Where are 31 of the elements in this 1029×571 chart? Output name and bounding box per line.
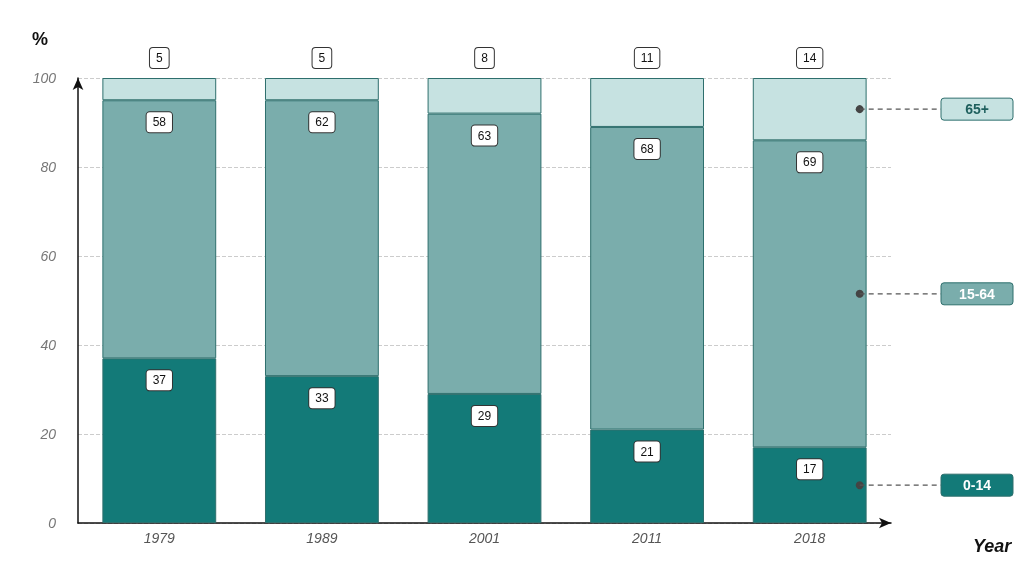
data-label: 5 [318, 51, 326, 65]
y-tick-label: 20 [39, 426, 57, 442]
data-label: 21 [640, 444, 655, 459]
x-tick-label: 2011 [631, 530, 663, 546]
y-tick-label: 100 [32, 70, 57, 86]
y-tick-label: 40 [40, 337, 57, 353]
data-label: 11 [640, 51, 654, 65]
data-label: 14 [803, 51, 817, 65]
y-tick-label: 0 [48, 515, 57, 531]
x-tick-label: 1989 [306, 530, 338, 546]
text: 15-64 [959, 285, 996, 302]
data-label: 17 [803, 462, 817, 477]
data-label: 58 [152, 115, 167, 130]
y-tick-label: 80 [40, 159, 57, 175]
x-tick-label: 2018 [793, 530, 826, 546]
x-axis-title: Year [973, 536, 1013, 556]
data-label: 69 [803, 155, 817, 170]
data-label: 63 [477, 128, 492, 143]
data-label: 37 [152, 373, 167, 388]
text: 65+ [965, 101, 989, 118]
data-label: 68 [640, 141, 655, 156]
data-label: 8 [481, 51, 489, 65]
text: 0-14 [962, 477, 992, 494]
y-axis-title: % [31, 29, 48, 49]
data-label: 5 [155, 51, 163, 65]
x-tick-label: 1979 [143, 530, 176, 546]
y-tick-label: 60 [40, 248, 57, 264]
data-label: 29 [477, 408, 492, 423]
x-tick-label: 2001 [467, 530, 501, 546]
data-label: 33 [315, 391, 329, 406]
data-label: 62 [315, 115, 329, 130]
